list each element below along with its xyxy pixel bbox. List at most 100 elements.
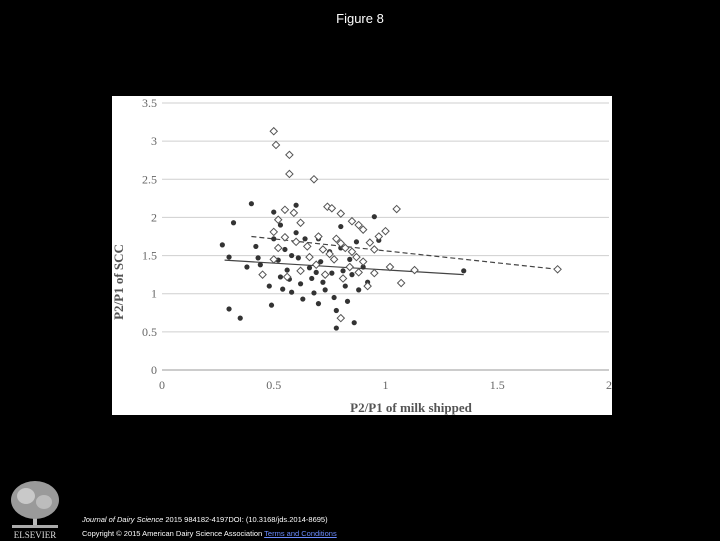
data-point-diamond — [347, 216, 357, 226]
data-point-diamond — [363, 281, 372, 291]
data-point-filled — [344, 298, 351, 304]
data-point-diamond — [396, 278, 406, 288]
data-point-filled — [255, 255, 261, 261]
data-point-filled — [333, 307, 339, 314]
y-tick-label: 0 — [151, 363, 157, 377]
x-tick-label: 1 — [383, 378, 389, 392]
axes: 0 0.5 1 1.5 2 2.5 3 3.5 0 0.5 1 1.5 2 — [142, 96, 612, 392]
data-point-diamond — [325, 249, 334, 259]
data-point-filled — [461, 268, 467, 274]
data-point-filled — [300, 296, 306, 302]
y-axis-label: P2/P1 of SCC — [112, 244, 126, 320]
citation-text: 2015 984182-4197DOI: (10.3168/jds.2014-8… — [163, 515, 328, 524]
data-point-diamond — [296, 266, 305, 276]
data-point-diamond — [273, 243, 283, 253]
data-point-diamond — [280, 205, 290, 215]
data-point-diamond — [352, 252, 361, 262]
data-point-diamond — [553, 264, 562, 274]
data-point-filled — [360, 264, 366, 270]
data-point-diamond — [320, 270, 330, 279]
data-point-filled — [295, 255, 301, 261]
data-point-diamond — [269, 126, 279, 136]
tree-canopy-icon — [11, 481, 59, 519]
data-point-diamond — [370, 268, 379, 278]
data-point-diamond — [258, 270, 267, 279]
data-point-diamond — [336, 313, 346, 323]
data-point-filled — [331, 294, 337, 301]
data-point-diamond — [392, 204, 401, 214]
data-point-diamond — [285, 169, 294, 179]
trendlines — [224, 235, 558, 276]
data-point-filled — [315, 301, 322, 307]
data-point-diamond — [345, 262, 355, 272]
data-point-diamond — [365, 238, 375, 247]
data-point-filled — [371, 214, 377, 220]
data-point-filled — [293, 202, 299, 208]
y-tick-label: 2.5 — [142, 172, 157, 186]
data-point-diamond — [314, 232, 323, 241]
data-point-diamond — [271, 140, 281, 150]
data-point-filled — [353, 239, 360, 245]
logo-text: ELSEVIER — [14, 530, 57, 540]
x-tick-label: 0 — [159, 378, 165, 392]
data-point-filled — [226, 254, 232, 260]
data-point-filled — [318, 259, 324, 265]
data-point-diamond — [358, 257, 368, 266]
data-point-filled — [280, 286, 286, 292]
data-point-filled — [271, 209, 277, 215]
data-point-filled — [349, 272, 355, 278]
data-point-filled — [277, 274, 284, 280]
data-point-diamond — [280, 232, 290, 242]
data-point-filled — [284, 267, 290, 273]
data-point-diamond — [354, 220, 363, 230]
data-point-filled — [302, 236, 308, 242]
y-tick-label: 3.5 — [142, 96, 157, 110]
data-point-filled — [320, 279, 326, 285]
data-point-filled — [333, 325, 339, 331]
data-point-diamond — [336, 209, 346, 218]
slide-title: Figure 8 — [336, 11, 384, 26]
y-tick-label: 1.5 — [142, 249, 157, 263]
data-point-filled — [293, 230, 299, 236]
data-point-filled — [237, 315, 243, 321]
data-point-diamond — [410, 265, 419, 275]
data-point-filled — [306, 265, 313, 271]
data-point-diamond — [381, 226, 390, 236]
elsevier-logo: ELSEVIER — [11, 481, 59, 540]
data-point-filled — [248, 201, 254, 207]
data-point-filled — [338, 245, 344, 251]
data-point-filled — [297, 281, 304, 287]
chart-svg: 0 0.5 1 1.5 2 2.5 3 3.5 0 0.5 1 1.5 2 P2/P1 of milk … — [112, 96, 612, 415]
data-point-filled — [226, 306, 232, 312]
data-point-filled — [338, 223, 344, 230]
data-point-diamond — [311, 260, 321, 270]
data-point-diamond — [332, 234, 341, 244]
data-point-filled — [277, 222, 284, 228]
data-point-filled — [268, 302, 275, 308]
data-point-diamond — [309, 174, 319, 184]
gridlines — [162, 102, 609, 333]
data-point-filled — [342, 283, 348, 289]
data-point-filled — [244, 264, 250, 270]
copyright-text: Copyright © 2015 American Dairy Science … — [82, 529, 265, 538]
terms-link[interactable]: Terms and Conditions — [264, 529, 337, 538]
data-point-filled — [356, 287, 362, 293]
data-point-filled — [289, 252, 295, 259]
x-tick-label: 2 — [606, 378, 612, 392]
data-point-filled — [257, 262, 263, 268]
scatter-chart: 0 0.5 1 1.5 2 2.5 3 3.5 0 0.5 1 1.5 2 P2/P1 of milk … — [112, 96, 612, 415]
data-point-diamond — [336, 239, 346, 248]
y-tick-label: 0.5 — [142, 325, 157, 339]
data-point-diamond — [370, 245, 379, 254]
data-point-filled — [266, 283, 272, 289]
data-point-diamond — [340, 243, 350, 253]
data-point-diamond — [347, 247, 357, 257]
data-point-diamond — [302, 242, 312, 251]
data-point-diamond — [269, 255, 279, 264]
x-axis-label: P2/P1 of milk shipped — [350, 400, 472, 415]
data-point-diamond — [354, 268, 363, 277]
data-point-filled — [351, 320, 357, 326]
data-point-diamond — [338, 274, 348, 283]
copyright-line: Copyright © 2015 American Dairy Science … — [82, 527, 337, 541]
data-point-diamond — [273, 215, 283, 225]
